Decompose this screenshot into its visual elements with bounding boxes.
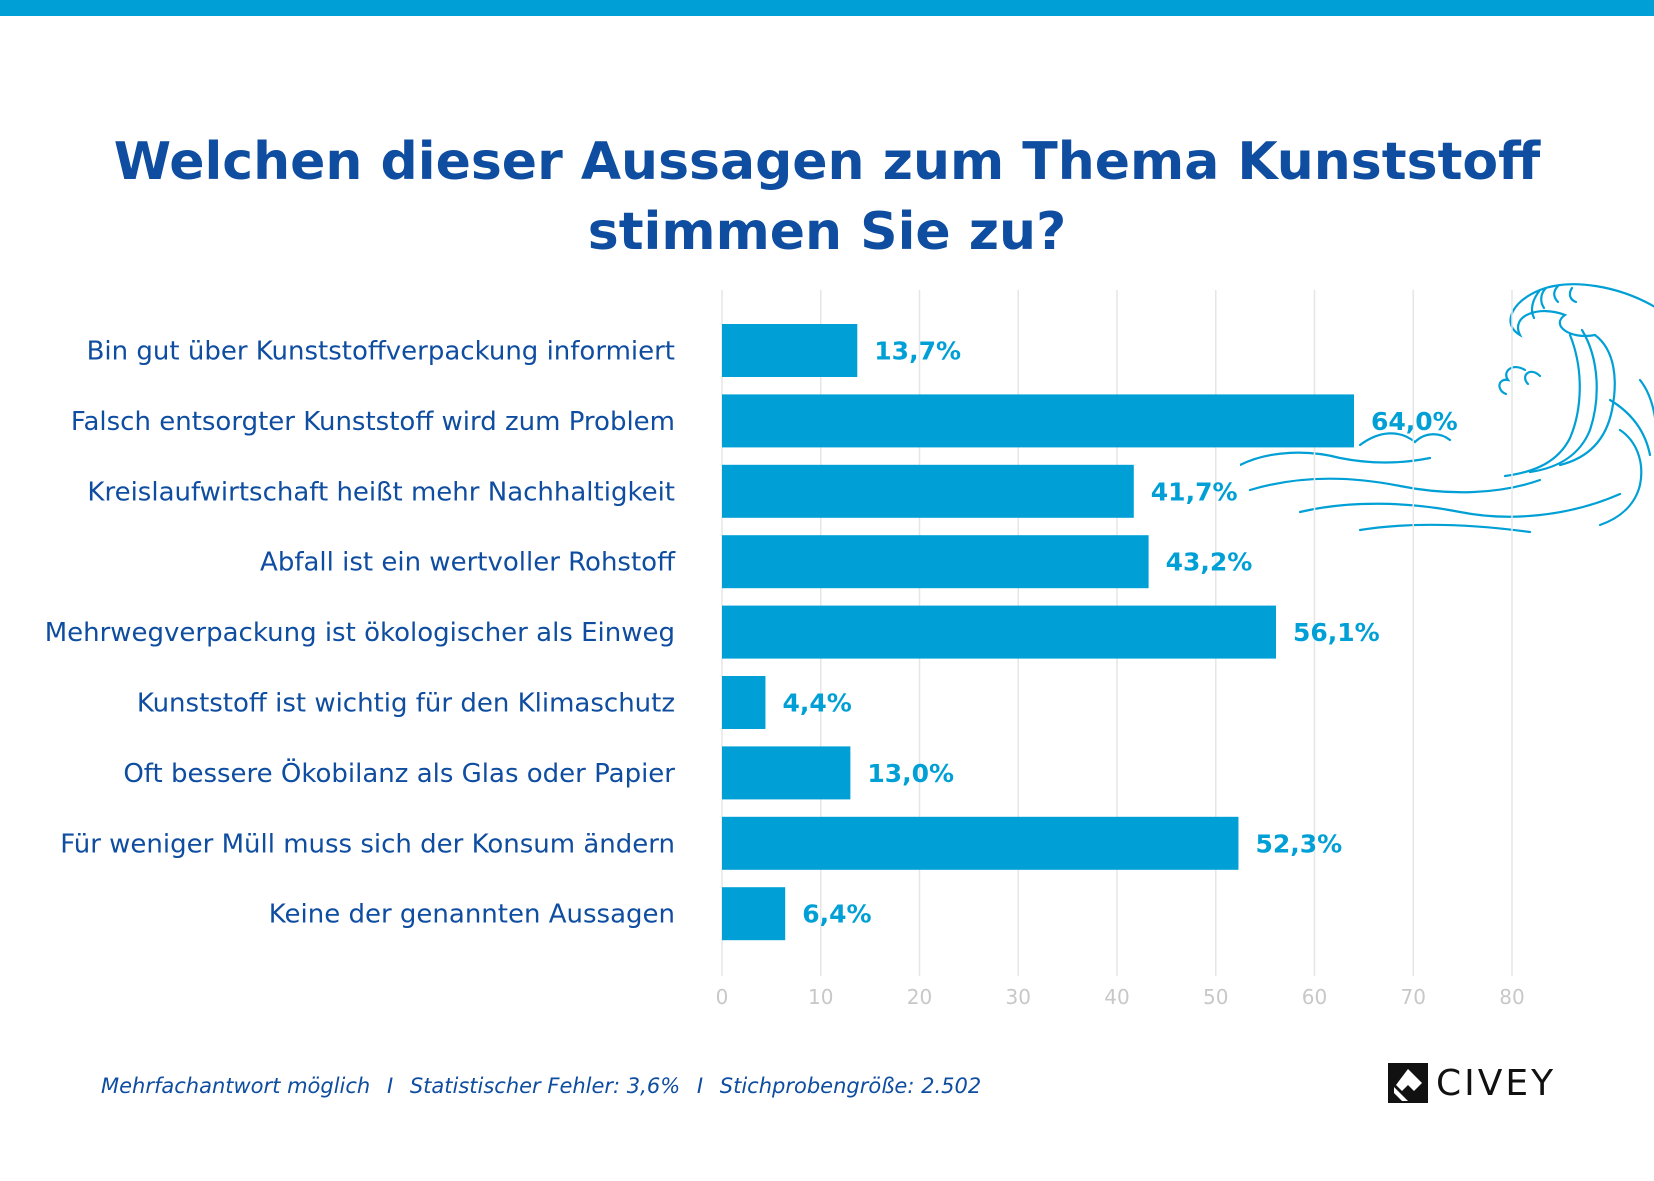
- category-label: Abfall ist ein wertvoller Rohstoff: [260, 548, 676, 578]
- footer-note-sample-size: Stichprobengröße: 2.502: [719, 1074, 982, 1098]
- bar: [722, 464, 1134, 518]
- x-tick-label: 80: [1499, 985, 1524, 1009]
- x-tick-label: 0: [716, 985, 729, 1009]
- data-label: 13,7%: [874, 337, 961, 366]
- data-label: 41,7%: [1151, 477, 1238, 506]
- data-label: 56,1%: [1293, 618, 1380, 647]
- category-label: Bin gut über Kunststoffverpackung inform…: [87, 337, 675, 367]
- x-tick-label: 60: [1302, 985, 1327, 1009]
- bar: [722, 394, 1354, 448]
- x-tick-label: 10: [808, 985, 833, 1009]
- footer-note-statistical-error: Statistischer Fehler: 3,6%: [409, 1074, 681, 1098]
- footer-note-multiple-answers: Mehrfachantwort möglich: [101, 1074, 371, 1098]
- category-label: Kreislaufwirtschaft heißt mehr Nachhalti…: [87, 477, 675, 507]
- civey-logo-icon: [1388, 1063, 1428, 1103]
- x-tick-label: 70: [1401, 985, 1426, 1009]
- bar: [722, 324, 858, 377]
- footer-separator-1: I: [386, 1074, 394, 1098]
- civey-logo-text: CIVEY: [1436, 1062, 1557, 1104]
- civey-logo: CIVEY: [1388, 1062, 1556, 1104]
- bar: [722, 535, 1149, 589]
- bar: [722, 887, 786, 941]
- category-label: Falsch entsorgter Kunststoff wird zum Pr…: [71, 407, 675, 437]
- x-tick-label: 40: [1104, 985, 1129, 1009]
- data-label: 52,3%: [1255, 829, 1342, 858]
- bar: [722, 605, 1276, 659]
- bar: [722, 746, 851, 800]
- footer-separator-2: I: [696, 1074, 704, 1098]
- chart-title: Welchen dieser Aussagen zum Thema Kunsts…: [0, 127, 1654, 267]
- data-label: 64,0%: [1371, 407, 1458, 436]
- data-label: 13,0%: [867, 759, 954, 788]
- chart-title-line1: Welchen dieser Aussagen zum Thema Kunsts…: [113, 131, 1541, 192]
- x-tick-label: 50: [1203, 985, 1228, 1009]
- footer-notes: Mehrfachantwort möglich I Statistischer …: [101, 1074, 981, 1098]
- category-label: Keine der genannten Aussagen: [269, 900, 675, 930]
- bar: [722, 816, 1239, 870]
- x-tick-label: 30: [1006, 985, 1031, 1009]
- top-accent-bar: [0, 0, 1654, 16]
- data-label: 6,4%: [802, 900, 871, 929]
- wave-icon: [1240, 283, 1654, 534]
- category-label: Mehrwegverpackung ist ökologischer als E…: [45, 618, 675, 648]
- data-label: 4,4%: [782, 689, 851, 718]
- category-label: Kunststoff ist wichtig für den Klimaschu…: [137, 689, 675, 719]
- chart-title-line2: stimmen Sie zu?: [587, 201, 1067, 262]
- category-label: Für weniger Müll muss sich der Konsum än…: [60, 829, 675, 859]
- bar: [722, 676, 766, 729]
- category-label: Oft bessere Ökobilanz als Glas oder Papi…: [123, 757, 675, 789]
- x-tick-label: 20: [907, 985, 932, 1009]
- data-label: 43,2%: [1166, 548, 1253, 577]
